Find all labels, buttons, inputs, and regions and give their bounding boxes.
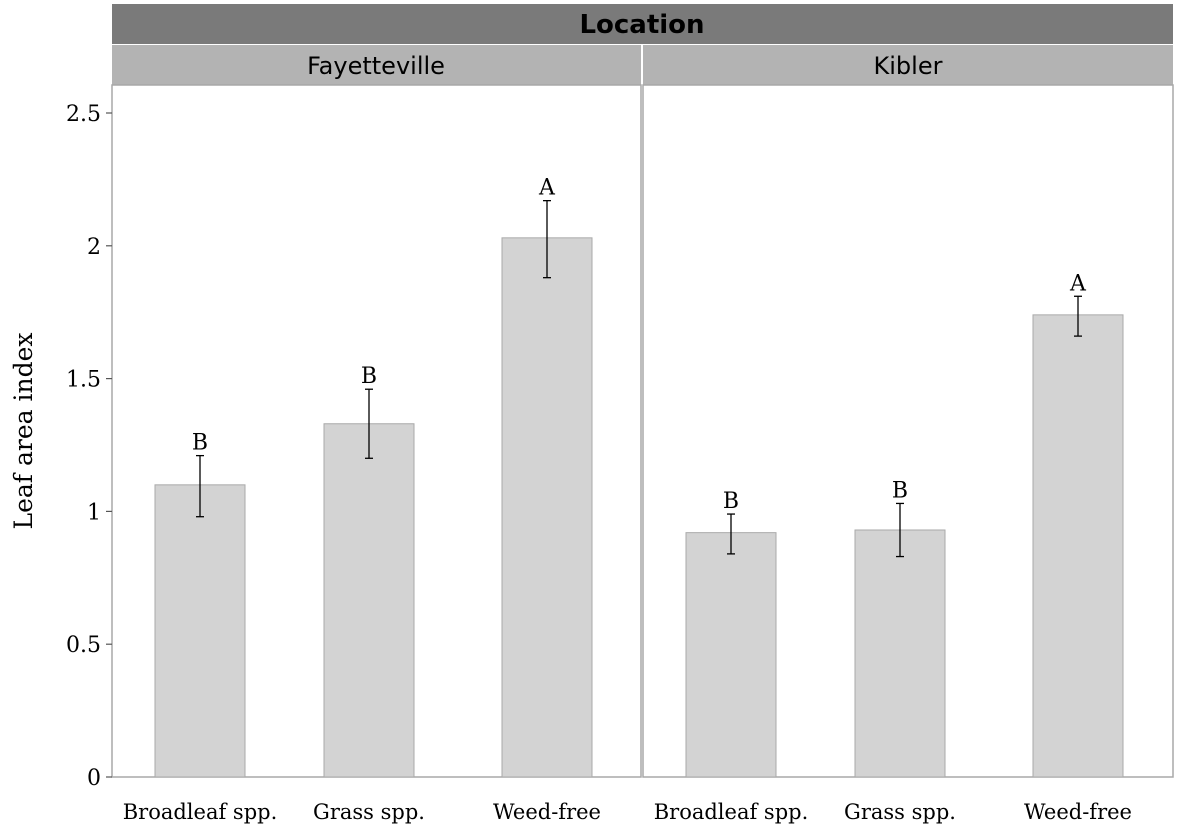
facet-header-label: Location bbox=[579, 10, 704, 40]
panel-header-kibler: Kibler bbox=[874, 52, 943, 80]
significance-letter-1-2: A bbox=[1069, 271, 1087, 296]
bar-1-0 bbox=[685, 532, 777, 778]
y-tick-label-4: 2 bbox=[87, 235, 101, 260]
significance-letter-1-1: B bbox=[892, 478, 908, 503]
y-axis-ticks: 0 0.5 1 1.5 2 2.5 bbox=[66, 102, 112, 791]
bar-1-1 bbox=[854, 529, 946, 778]
bar-0-0 bbox=[154, 484, 246, 778]
bar-0-1 bbox=[323, 423, 415, 778]
bar-1-2 bbox=[1032, 314, 1124, 778]
category-label-0-0: Broadleaf spp. bbox=[123, 800, 278, 824]
y-tick-label-3: 1.5 bbox=[66, 368, 101, 393]
y-axis-label: Leaf area index bbox=[9, 333, 38, 530]
y-tick-label-2: 1 bbox=[87, 500, 101, 525]
category-label-0-1: Grass spp. bbox=[313, 800, 425, 824]
significance-letter-0-2: A bbox=[538, 176, 556, 201]
category-label-1-1: Grass spp. bbox=[844, 800, 956, 824]
panel-header-fayetteville: Fayetteville bbox=[307, 52, 445, 80]
y-tick-label-1: 0.5 bbox=[66, 633, 101, 658]
panel-header-bg-fayetteville bbox=[112, 45, 641, 85]
category-labels: Broadleaf spp. Grass spp. Weed-free Broadle… bbox=[123, 800, 1132, 824]
significance-letter-0-0: B bbox=[192, 431, 208, 456]
significance-letter-0-1: B bbox=[361, 364, 377, 389]
category-label-1-0: Broadleaf spp. bbox=[654, 800, 809, 824]
panel-header-bg-kibler bbox=[643, 45, 1173, 85]
category-label-0-2: Weed-free bbox=[493, 800, 601, 824]
significance-letter-1-0: B bbox=[723, 489, 739, 514]
bar-0-2 bbox=[501, 237, 593, 778]
category-label-1-2: Weed-free bbox=[1024, 800, 1132, 824]
facet-header-bg bbox=[112, 4, 1173, 44]
bars-group: B B A B B A bbox=[154, 176, 1124, 778]
y-tick-label-5: 2.5 bbox=[66, 102, 101, 127]
y-tick-label-0: 0 bbox=[87, 766, 101, 791]
